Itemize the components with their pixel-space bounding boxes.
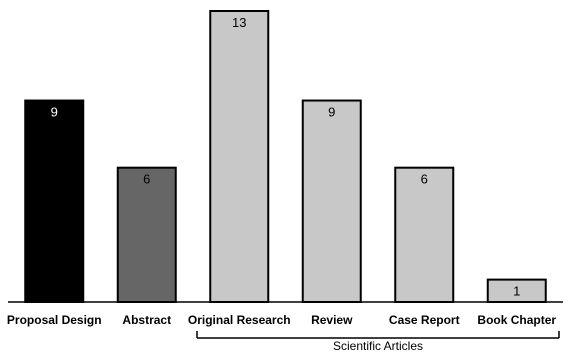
category-labels-group: Proposal Design Abstract Original Research… — [7, 313, 557, 327]
bar-proposal-design — [24, 99, 85, 303]
bar-original-research — [209, 10, 270, 303]
group-label: Scientific Articles — [333, 339, 423, 352]
category-label-abstract: Abstract — [122, 313, 171, 327]
bar-abstract — [116, 166, 177, 303]
group-bracket: Scientific Articles — [196, 331, 560, 352]
value-label-book-chapter: 1 — [513, 284, 520, 299]
bar-case-report — [394, 166, 455, 303]
value-label-original-research: 13 — [232, 15, 246, 30]
value-label-case-report: 6 — [421, 172, 428, 187]
category-label-original-research: Original Research — [188, 313, 291, 327]
value-label-review: 9 — [328, 105, 335, 120]
category-label-review: Review — [311, 313, 353, 327]
category-label-case-report: Case Report — [389, 313, 460, 327]
category-label-book-chapter: Book Chapter — [477, 313, 556, 327]
category-label-proposal-design: Proposal Design — [7, 313, 102, 327]
value-label-proposal-design: 9 — [51, 105, 58, 120]
value-labels-group: 9 6 13 9 6 1 — [51, 15, 521, 299]
bars-group — [24, 10, 547, 304]
bar-review — [301, 99, 362, 303]
value-label-abstract: 6 — [143, 172, 150, 187]
